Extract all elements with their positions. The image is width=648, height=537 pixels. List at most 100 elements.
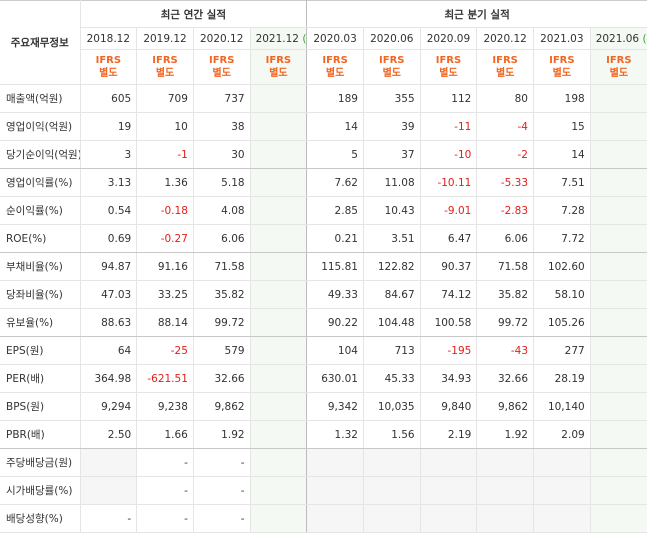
empty-cell	[249, 504, 307, 533]
value-cell: -10.11	[419, 168, 477, 197]
value-cell: 35.82	[192, 280, 251, 309]
basis-header: IFRS 별도	[249, 49, 307, 85]
value-cell: -195	[419, 336, 477, 365]
empty-cell	[249, 448, 307, 477]
value-cell: 3.13	[79, 168, 137, 197]
empty-cell	[589, 336, 647, 365]
value-cell: 605	[79, 84, 137, 113]
empty-cell	[249, 84, 307, 113]
data-row: 당기순이익(억원) 3 -1 30 5 37 -10 -2 14	[0, 140, 647, 169]
data-row: 주당배당금(원) - -	[0, 448, 647, 477]
basis: 별도	[382, 68, 401, 79]
value-cell: 3.51	[362, 224, 421, 253]
value-cell: 47.03	[79, 280, 137, 309]
empty-cell	[419, 448, 477, 477]
basis: 별도	[269, 68, 288, 79]
row-label: 영업이익(억원)	[0, 112, 80, 141]
value-cell: 364.98	[79, 364, 137, 393]
value-cell: 35.82	[476, 280, 534, 309]
value-cell: 198	[533, 84, 591, 113]
empty-cell	[249, 392, 307, 421]
value-cell: -25	[136, 336, 194, 365]
value-cell: 7.51	[533, 168, 591, 197]
period: 2021.12	[255, 32, 299, 45]
data-row: EPS(원) 64 -25 579 104 713 -195 -43 277	[0, 336, 647, 365]
basis-row: IFRS 별도 IFRS 별도 IFRS 별도 IFRS 별도 IFRS 별도 IFRS 별도 IFRS…	[0, 49, 647, 85]
value-cell: 5	[306, 140, 364, 169]
data-row: 영업이익률(%) 3.13 1.36 5.18 7.62 11.08 -10.11 -5.33…	[0, 168, 647, 197]
row-label: PBR(배)	[0, 420, 80, 449]
value-cell: 2.09	[533, 420, 591, 449]
value-cell: 100.58	[419, 308, 477, 337]
row-label: BPS(원)	[0, 392, 80, 421]
period: 2020.09	[426, 32, 471, 45]
value-cell: 32.66	[192, 364, 251, 393]
data-row: 매출액(억원) 605 709 737 189 355 112 80 198	[0, 84, 647, 113]
empty-cell	[589, 84, 647, 113]
value-cell: 37	[362, 140, 421, 169]
basis: IFRS	[265, 55, 292, 66]
value-cell: -5.33	[476, 168, 534, 197]
empty-cell	[589, 392, 647, 421]
value-cell: -43	[476, 336, 534, 365]
value-cell: 105.26	[533, 308, 591, 337]
value-cell: 30	[192, 140, 251, 169]
value-cell: 10,140	[533, 392, 591, 421]
basis: 별도	[99, 68, 118, 79]
basis-header: IFRS 별도	[136, 49, 194, 85]
empty-cell	[589, 448, 647, 477]
empty-cell	[79, 476, 137, 505]
basis: 별도	[552, 68, 572, 79]
value-cell: 277	[533, 336, 591, 365]
empty-cell	[589, 476, 647, 505]
empty-cell	[476, 476, 534, 505]
empty-cell	[589, 112, 647, 141]
value-cell: 6.06	[192, 224, 251, 253]
empty-cell	[589, 252, 647, 281]
value-cell: 32.66	[476, 364, 534, 393]
value-cell: 1.32	[306, 420, 364, 449]
value-cell: 0.69	[79, 224, 137, 253]
basis: IFRS	[492, 55, 518, 66]
value-cell: -	[79, 504, 137, 533]
basis: IFRS	[95, 55, 122, 66]
period-header: 2020.06	[362, 27, 421, 50]
period: 2021.06	[595, 32, 640, 45]
period-header: 2020.12	[476, 27, 534, 50]
data-row: ROE(%) 0.69 -0.27 6.06 0.21 3.51 6.47 6.06 7.72	[0, 224, 647, 253]
quarterly-header: 최근 분기 실적	[306, 0, 647, 28]
empty-cell	[589, 364, 647, 393]
value-cell: 2.85	[306, 196, 364, 225]
value-cell: -	[136, 448, 194, 477]
row-label: 순이익률(%)	[0, 196, 80, 225]
value-cell: 88.63	[79, 308, 137, 337]
basis-header: IFRS 별도	[533, 49, 591, 85]
empty-cell	[476, 504, 534, 533]
empty-cell	[533, 504, 591, 533]
basis: 별도	[325, 68, 345, 79]
value-cell: -	[136, 476, 194, 505]
value-cell: 19	[79, 112, 137, 141]
empty-cell	[533, 448, 591, 477]
value-cell: 1.56	[362, 420, 421, 449]
value-cell: -0.18	[136, 196, 194, 225]
empty-cell	[306, 504, 364, 533]
basis: 별도	[495, 68, 515, 79]
value-cell: 84.67	[362, 280, 421, 309]
value-cell: 58.10	[533, 280, 591, 309]
value-cell: -4	[476, 112, 534, 141]
row-label: 당기순이익(억원)	[0, 140, 80, 169]
period-header: 2020.09	[419, 27, 477, 50]
row-label: 매출액(억원)	[0, 84, 80, 113]
value-cell: 737	[192, 84, 251, 113]
empty-cell	[589, 504, 647, 533]
value-cell: 45.33	[362, 364, 421, 393]
basis: 별도	[609, 68, 629, 79]
empty-cell	[362, 448, 421, 477]
empty-cell	[249, 252, 307, 281]
basis: 별도	[212, 68, 231, 79]
data-row: 시가배당률(%) - -	[0, 476, 647, 505]
row-label: 시가배당률(%)	[0, 476, 80, 505]
value-cell: 9,862	[192, 392, 251, 421]
data-row: 당좌비율(%) 47.03 33.25 35.82 49.33 84.67 74.12 35.…	[0, 280, 647, 309]
